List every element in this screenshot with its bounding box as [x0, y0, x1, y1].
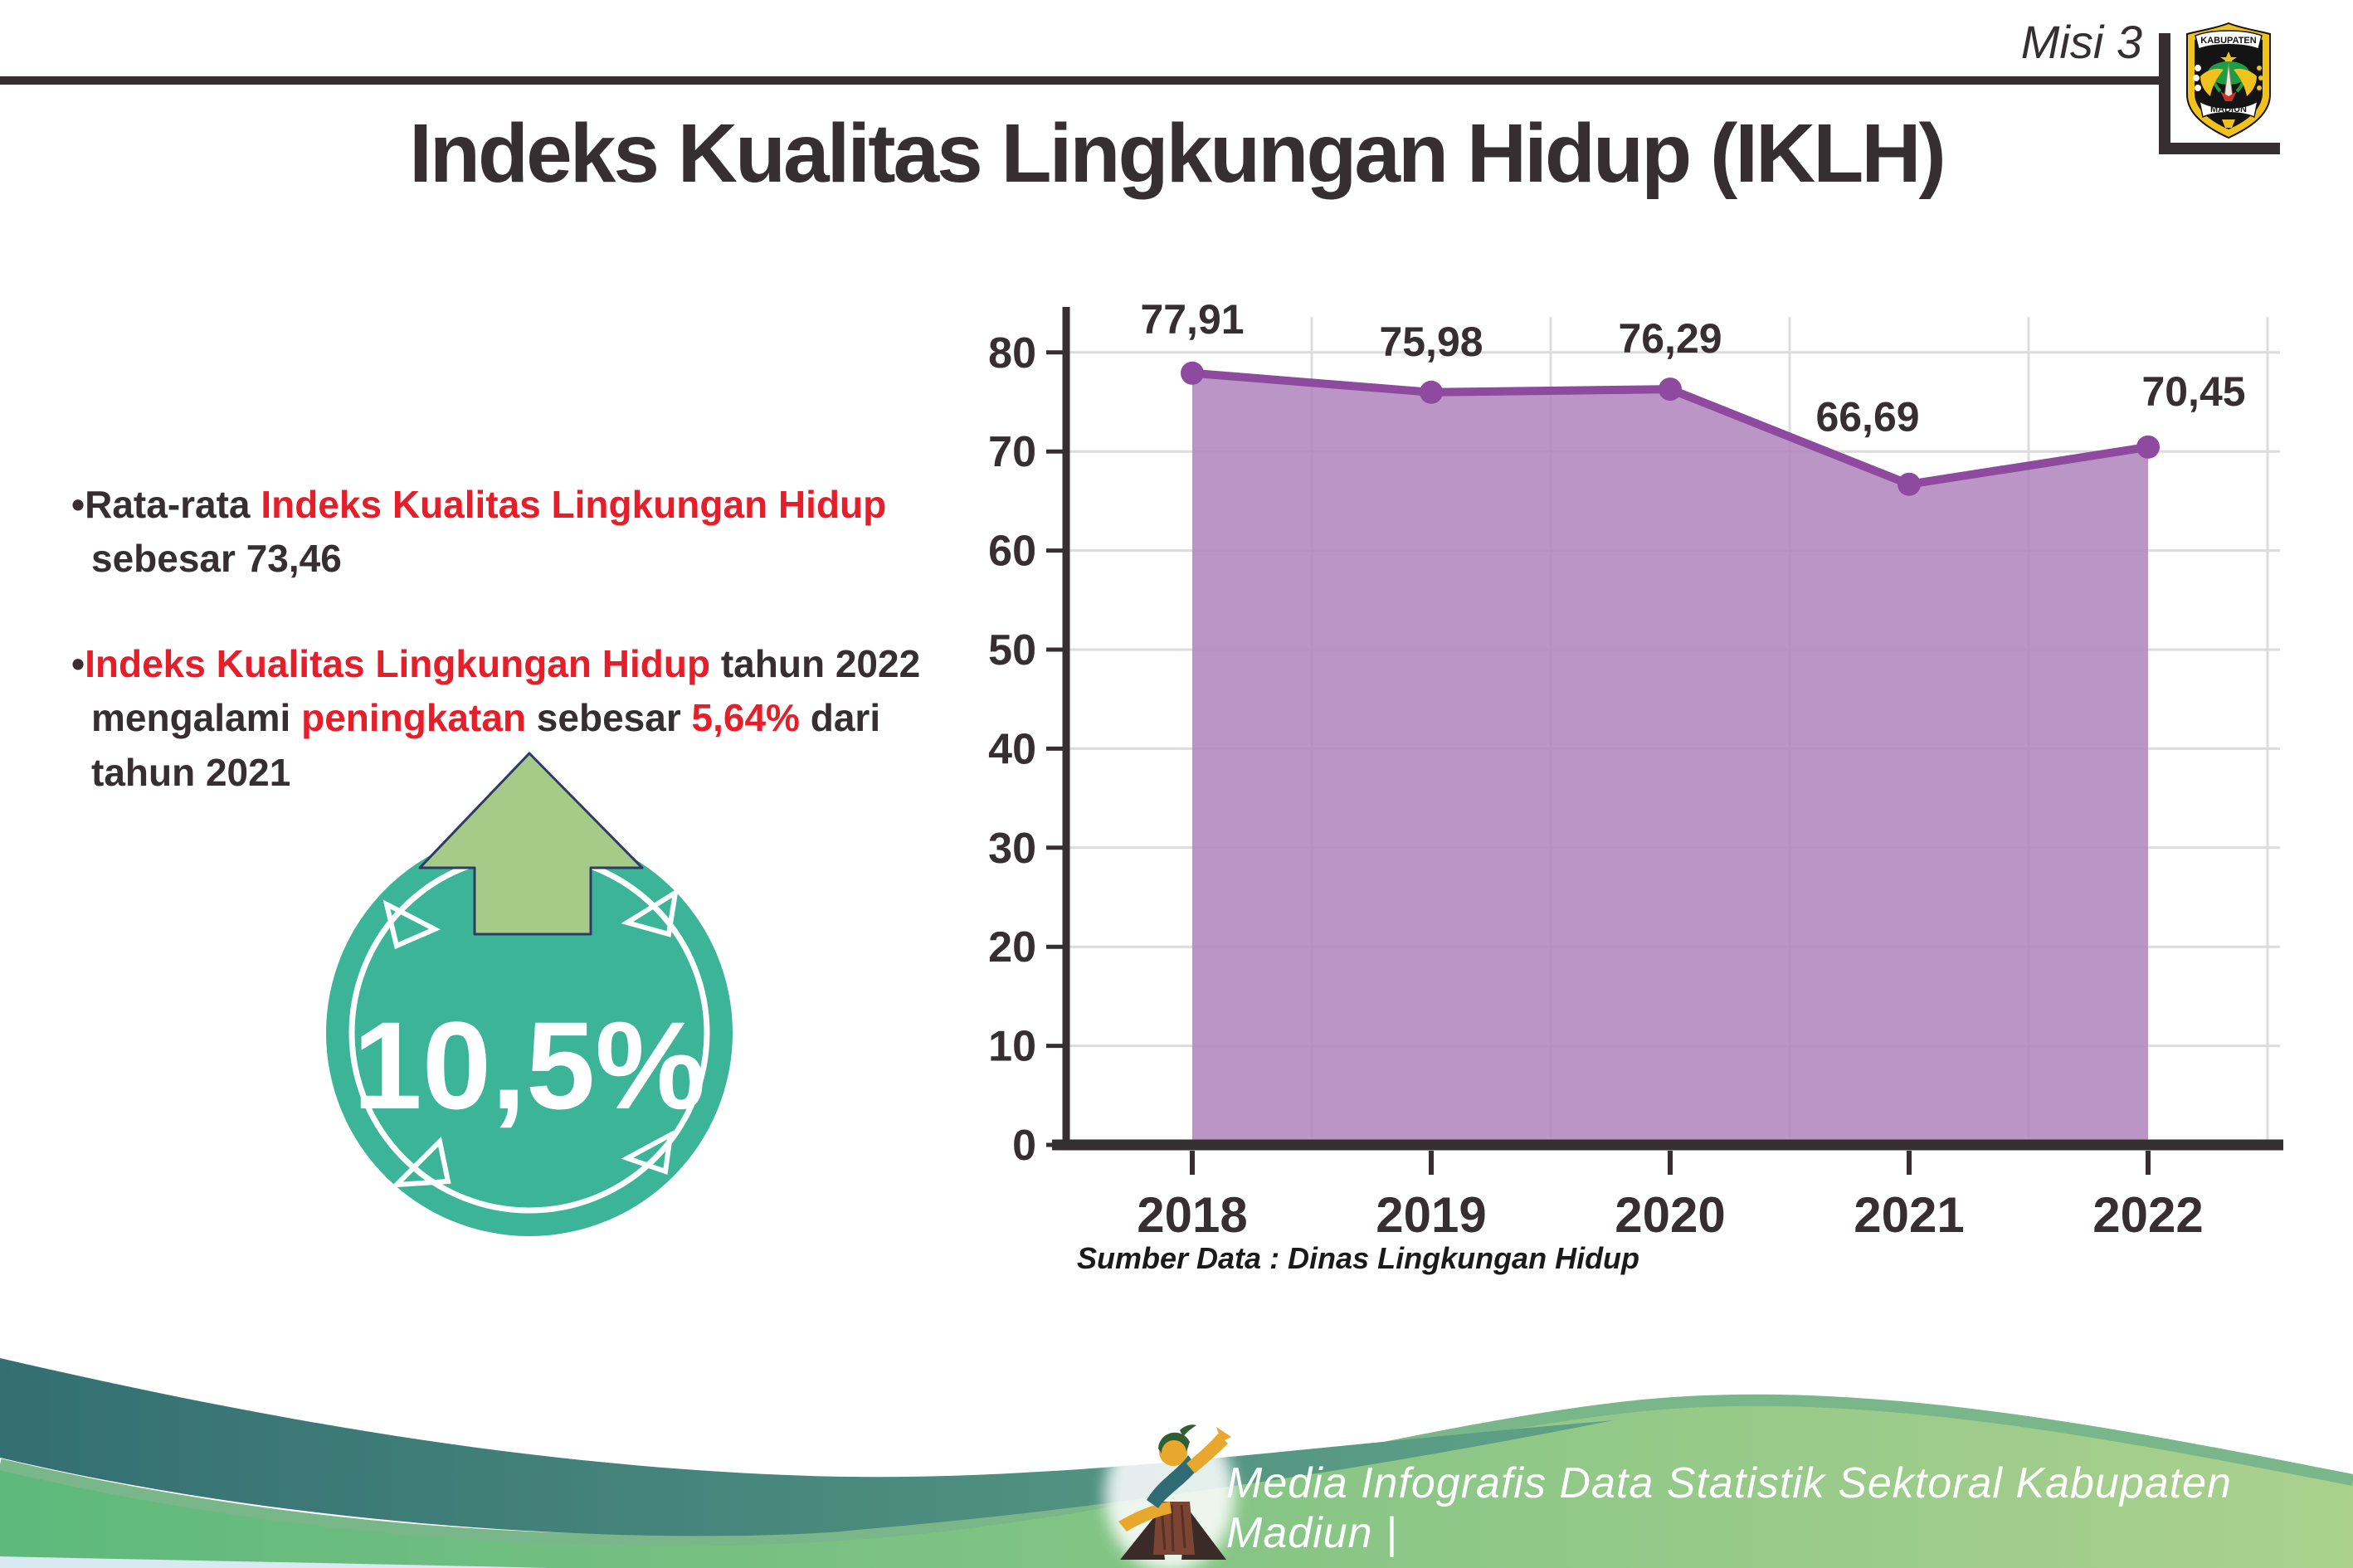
- bullet-text-segment: dari: [799, 696, 881, 740]
- y-tick-label: 70: [988, 428, 1036, 476]
- logo-frame-vertical: [2159, 33, 2170, 154]
- bullet-text-segment: Indeks Kualitas Lingkungan Hidup: [85, 642, 711, 685]
- bullet-text-segment: Rata-rata: [85, 483, 261, 526]
- teal-wave: [0, 1358, 1614, 1536]
- logo-frame-horizontal: [2159, 143, 2280, 154]
- iklh-area-chart: 77,91 75,98 76,29 66,69 70,45 0 10 20 30 40 50 60 70…: [988, 296, 2283, 1243]
- misi-label: Misi 3: [2020, 16, 2142, 68]
- green-wave: [0, 1400, 2353, 1568]
- mascot-logo: [1105, 1419, 1235, 1568]
- bullet-line: tahun 2021: [71, 746, 951, 800]
- chart-point: [1420, 380, 1443, 404]
- bullet-line: •Rata-rata Indeks Kualitas Lingkungan Hi…: [71, 478, 951, 532]
- y-tick-label: 20: [988, 923, 1036, 971]
- bullet-text-segment: sebesar: [526, 696, 692, 740]
- y-tick-label: 0: [1012, 1122, 1036, 1170]
- chart-value-label: 66,69: [1815, 394, 1919, 441]
- badge-value: 10,5%: [353, 996, 705, 1135]
- y-tick-label: 60: [988, 528, 1036, 576]
- bullet-text-segment: Indeks Kualitas Lingkungan Hidup: [261, 483, 887, 526]
- bottom-strip: [0, 1556, 548, 1568]
- arrow-up-icon: [418, 752, 644, 936]
- kabupaten-madiun-logo: KABUPATEN MADIUN: [2186, 22, 2271, 139]
- chart-point: [1659, 377, 1682, 402]
- header-divider: [0, 76, 2167, 85]
- source-note: Sumber Data : Dinas Lingkungan Hidup: [1077, 1241, 1640, 1275]
- increase-badge: 10,5%: [326, 752, 733, 1236]
- y-tick-label: 50: [988, 626, 1036, 674]
- bullet-line: mengalami peningkatan sebesar 5,64% dari: [71, 691, 951, 745]
- x-tick-label: 2022: [2092, 1187, 2203, 1243]
- x-tick-label: 2021: [1854, 1187, 1964, 1243]
- bullet-text-segment: peningkatan: [301, 696, 527, 740]
- y-tick-label: 10: [988, 1023, 1036, 1071]
- bullet-text-segment: 5,64%: [691, 696, 800, 740]
- logo-bottom-label: MADIUN: [2210, 105, 2247, 114]
- chart-value-label: 76,29: [1618, 315, 1722, 362]
- page-title: Indeks Kualitas Lingkungan Hidup (IKLH): [409, 107, 1946, 200]
- bullet-text-segment: mengalami: [91, 696, 302, 740]
- footer-wave-graphic: [0, 1358, 2353, 1568]
- chart-value-label: 77,91: [1140, 296, 1244, 343]
- chart-point: [1898, 472, 1921, 496]
- bullet-text-segment: tahun 2021: [91, 750, 291, 794]
- bullet-line: sebesar 73,46: [71, 532, 951, 586]
- bullet-average-iklh: •Rata-rata Indeks Kualitas Lingkungan Hi…: [71, 478, 951, 587]
- chart-area-fill: [1192, 373, 2148, 1145]
- y-tick-label: 30: [988, 825, 1036, 873]
- x-tick-label: 2019: [1376, 1187, 1486, 1243]
- chart-point: [2136, 435, 2160, 459]
- x-tick-label: 2020: [1615, 1187, 1725, 1243]
- bullet-text-segment: tahun 2022: [710, 642, 921, 685]
- bullet-dot: •: [71, 642, 85, 685]
- bullet-dot: •: [71, 483, 85, 526]
- footer-caption: Media Infografis Data Statistik Sektoral…: [1226, 1459, 2232, 1557]
- chart-value-label: 75,98: [1379, 319, 1483, 365]
- logo-top-label: KABUPATEN: [2200, 36, 2256, 46]
- chart-value-label: 70,45: [2141, 368, 2245, 415]
- y-tick-label: 40: [988, 725, 1036, 773]
- bullet-text-segment: sebesar 73,46: [91, 537, 342, 581]
- chart-point: [1181, 361, 1204, 385]
- x-tick-label: 2018: [1137, 1187, 1247, 1243]
- y-tick-label: 80: [988, 329, 1036, 377]
- bullet-iklh-increase: •Indeks Kualitas Lingkungan Hidup tahun …: [71, 637, 951, 800]
- bullet-line: •Indeks Kualitas Lingkungan Hidup tahun …: [71, 637, 951, 691]
